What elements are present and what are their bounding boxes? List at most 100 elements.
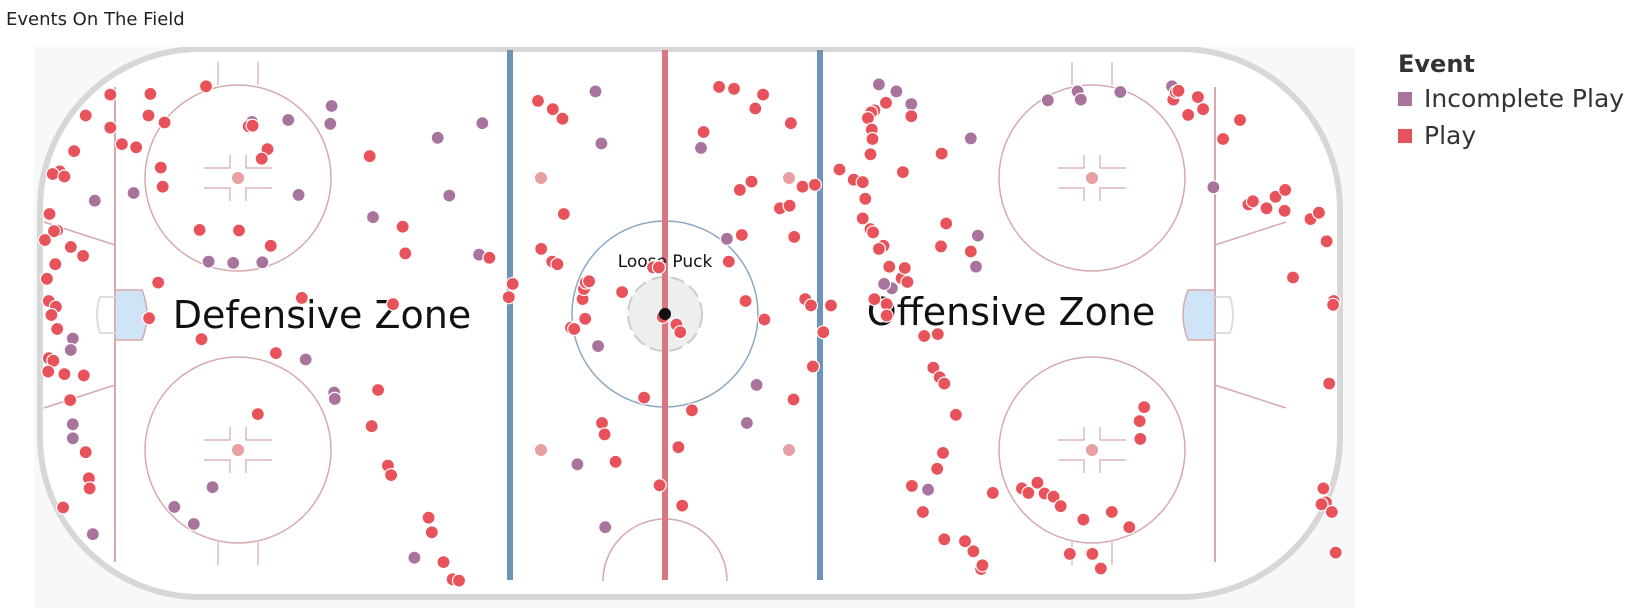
point-play[interactable] [855, 211, 870, 226]
point-play[interactable] [732, 182, 747, 197]
point-play[interactable] [823, 298, 839, 313]
point-incomplete-play[interactable] [1073, 92, 1088, 107]
point-play[interactable] [744, 174, 759, 189]
point-incomplete-play[interactable] [475, 116, 490, 131]
point-play[interactable] [151, 275, 166, 290]
point-incomplete-play[interactable] [968, 259, 984, 274]
point-play[interactable] [786, 392, 801, 407]
point-play[interactable] [757, 312, 772, 327]
point-incomplete-play[interactable] [749, 377, 764, 392]
point-incomplete-play[interactable] [871, 77, 887, 92]
point-play[interactable] [1021, 485, 1036, 500]
point-play[interactable] [711, 79, 727, 95]
point-play[interactable] [748, 101, 763, 116]
point-incomplete-play[interactable] [889, 84, 904, 99]
point-play[interactable] [45, 166, 60, 182]
point-incomplete-play[interactable] [590, 339, 606, 354]
point-play[interactable] [948, 407, 964, 422]
point-play[interactable] [867, 292, 882, 307]
point-play[interactable] [684, 403, 700, 418]
point-play[interactable] [129, 140, 144, 155]
point-play[interactable] [1324, 504, 1339, 520]
point-play[interactable] [1277, 203, 1292, 218]
point-play[interactable] [832, 162, 847, 177]
point-play[interactable] [76, 368, 91, 383]
point-play[interactable] [963, 244, 978, 259]
point-play[interactable] [696, 124, 711, 140]
point-play[interactable] [398, 246, 413, 261]
point-play[interactable] [816, 325, 831, 340]
point-play[interactable] [263, 238, 278, 253]
point-incomplete-play[interactable] [876, 276, 892, 291]
point-incomplete-play[interactable] [126, 185, 141, 201]
point-incomplete-play[interactable] [588, 84, 603, 99]
point-play[interactable] [66, 143, 82, 159]
point-play[interactable] [567, 321, 582, 337]
point-play[interactable] [1093, 561, 1108, 576]
point-play[interactable] [268, 346, 283, 361]
point-play[interactable] [1132, 414, 1147, 429]
point-play[interactable] [755, 87, 771, 102]
point-play[interactable] [192, 222, 207, 237]
point-incomplete-play[interactable] [323, 116, 338, 131]
point-play[interactable] [48, 257, 63, 272]
point-play[interactable] [937, 532, 952, 547]
point-play[interactable] [63, 393, 78, 408]
point-incomplete-play[interactable] [65, 431, 80, 446]
point-play[interactable] [294, 290, 309, 305]
point-play[interactable] [57, 169, 72, 184]
point-play[interactable] [1053, 499, 1068, 514]
point-play[interactable] [362, 149, 377, 164]
point-play[interactable] [855, 175, 870, 190]
point-play[interactable] [915, 504, 931, 520]
point-play[interactable] [636, 390, 652, 405]
point-play[interactable] [917, 328, 932, 344]
point-play[interactable] [556, 206, 571, 222]
point-play[interactable] [114, 136, 130, 152]
point-incomplete-play[interactable] [63, 342, 78, 358]
legend-item-incomplete-play[interactable]: Incomplete Play [1398, 80, 1624, 117]
point-incomplete-play[interactable] [904, 96, 919, 112]
point-incomplete-play[interactable] [201, 254, 216, 269]
point-play[interactable] [1316, 481, 1331, 496]
point-incomplete-play[interactable] [970, 228, 986, 243]
point-play[interactable] [895, 164, 911, 180]
point-incomplete-play[interactable] [442, 188, 457, 203]
point-play[interactable] [56, 500, 71, 515]
point-play[interactable] [985, 485, 1000, 500]
point-play[interactable] [933, 239, 949, 254]
point-play[interactable] [1245, 194, 1261, 209]
point-play[interactable] [651, 260, 667, 275]
point-play[interactable] [807, 177, 823, 192]
point-play[interactable] [245, 118, 260, 133]
point-play[interactable] [75, 248, 91, 263]
point-play[interactable] [871, 241, 887, 256]
point-play[interactable] [505, 276, 520, 291]
point-play[interactable] [550, 257, 565, 272]
point-play[interactable] [783, 116, 799, 131]
point-play[interactable] [385, 297, 401, 312]
point-play[interactable] [675, 498, 690, 513]
point-play[interactable] [865, 225, 881, 240]
point-incomplete-play[interactable] [594, 136, 609, 151]
point-play[interactable] [858, 191, 873, 206]
point-play[interactable] [1137, 400, 1152, 415]
point-play[interactable] [141, 311, 157, 326]
point-play[interactable] [250, 407, 265, 422]
point-play[interactable] [1278, 182, 1293, 197]
point-play[interactable] [904, 478, 920, 493]
point-incomplete-play[interactable] [186, 516, 201, 532]
point-play[interactable] [930, 461, 945, 476]
point-play[interactable] [1104, 504, 1119, 520]
point-play[interactable] [1076, 512, 1091, 527]
point-play[interactable] [1285, 270, 1301, 285]
point-play[interactable] [231, 223, 247, 238]
point-play[interactable] [957, 534, 973, 549]
point-play[interactable] [1325, 297, 1341, 312]
point-incomplete-play[interactable] [327, 391, 342, 406]
point-play[interactable] [153, 160, 168, 175]
point-incomplete-play[interactable] [1206, 180, 1221, 195]
point-play[interactable] [451, 573, 467, 588]
point-incomplete-play[interactable] [65, 331, 80, 346]
point-play[interactable] [103, 120, 118, 135]
